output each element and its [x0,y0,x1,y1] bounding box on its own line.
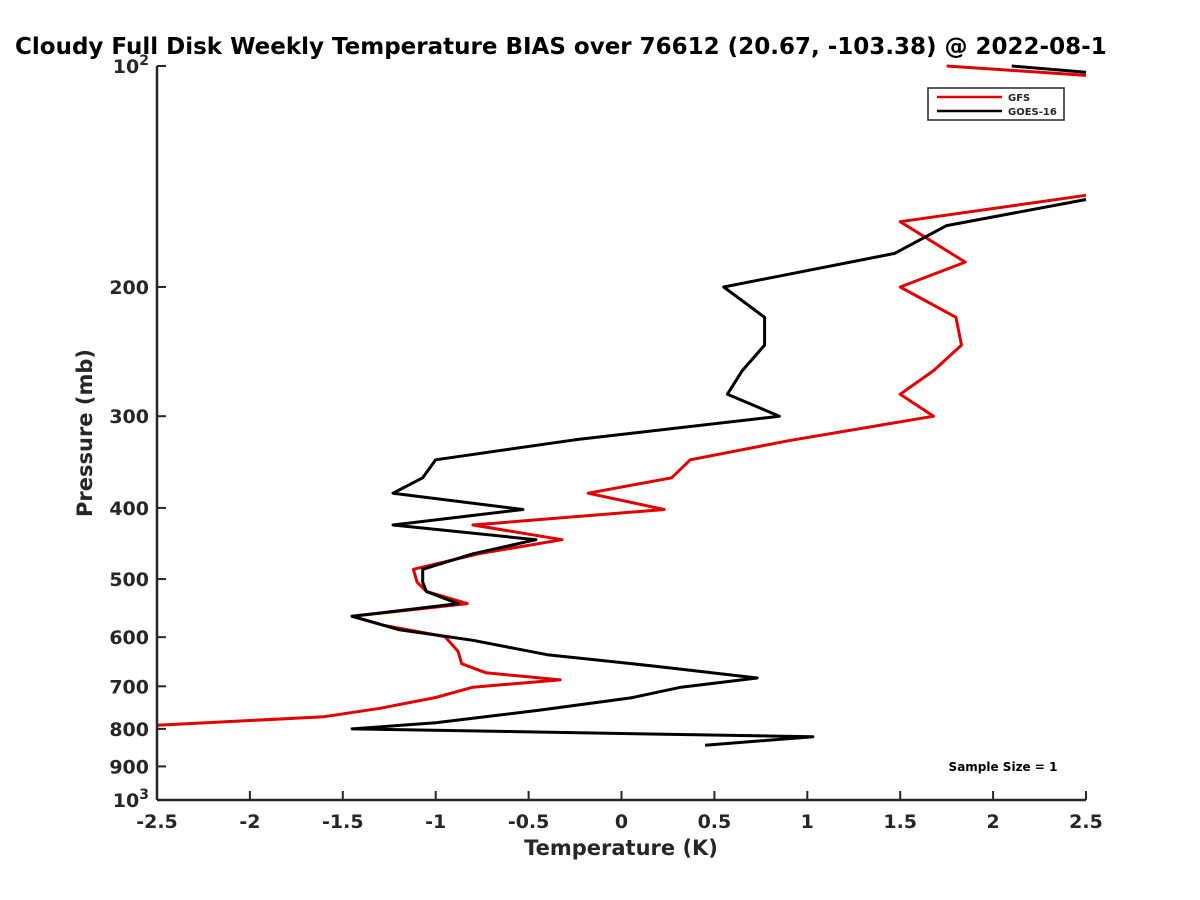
x-tick-label: 0 [615,811,628,833]
x-tick-label: -2 [239,811,260,833]
x-ticks: -2.5 -2 -1.5 -1 -0.5 0 0.5 1 1.5 2 2.5 [136,791,1103,833]
x-tick-label: 1.5 [883,811,917,833]
y-tick-label: 102 [113,53,149,78]
legend: GFS GOES-16 [927,87,1065,121]
series-line-goes-16 [350,198,1087,747]
y-tick-label: 103 [113,787,149,812]
y-tick-label: 400 [109,498,149,520]
y-axis-title: Pressure (mb) [73,349,97,517]
chart-title: Cloudy Full Disk Weekly Temperature BIAS… [15,34,1107,60]
series-layer [156,64,1087,747]
x-tick-label: 0.5 [698,811,732,833]
legend-box [927,87,1065,121]
y-tick-label: 800 [109,719,149,741]
series-line-gfs [946,64,1087,77]
y-tick-label: 300 [109,406,149,428]
x-tick-label: 2.5 [1069,811,1103,833]
x-tick-label: -1 [425,811,446,833]
sample-size-annotation: Sample Size = 1 [949,760,1058,774]
y-ticks: 102 200 300 400 500 600 700 800 900 103 [109,53,166,812]
y-tick-label: 500 [109,569,149,591]
axes-layer: -2.5 -2 -1.5 -1 -0.5 0 0.5 1 1.5 2 2.5 102 200 300 40… [109,53,1103,833]
x-tick-label: 1 [801,811,814,833]
x-tick-label: -2.5 [136,811,178,833]
y-tick-label: 700 [109,676,149,698]
series-line-gfs [156,193,1087,727]
plot-area: -2.5 -2 -1.5 -1 -0.5 0 0.5 1 1.5 2 2.5 102 200 300 40… [109,53,1103,833]
series-line-goes-16 [1011,64,1087,74]
y-tick-label: 600 [109,627,149,649]
x-tick-label: 2 [986,811,999,833]
x-tick-label: -1.5 [322,811,364,833]
legend-label-gfs: GFS [1008,93,1030,104]
x-axis-title: Temperature (K) [524,836,718,860]
legend-label-goes-16: GOES-16 [1008,107,1057,118]
y-tick-label: 900 [109,756,149,778]
y-tick-label: 200 [109,277,149,299]
x-tick-label: -0.5 [508,811,550,833]
